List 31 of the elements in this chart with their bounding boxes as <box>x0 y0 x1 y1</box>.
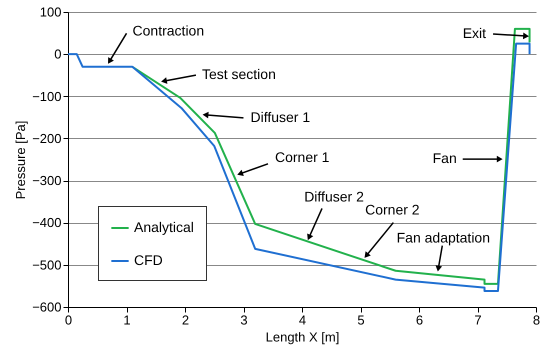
x-tick-label: 7 <box>474 312 482 328</box>
x-tick-label: 8 <box>532 312 540 328</box>
x-tick-label: 0 <box>64 312 72 328</box>
y-tick-label: −400 <box>32 215 62 230</box>
y-tick-label: −500 <box>32 257 62 272</box>
x-tick-label: 6 <box>416 312 424 328</box>
legend-label: Analytical <box>134 219 194 235</box>
x-tick-label: 4 <box>298 312 306 328</box>
x-axis-title: Length X [m] <box>266 330 340 344</box>
legend-label: CFD <box>134 252 163 268</box>
annotation: Test section <box>202 66 276 82</box>
annotation: Corner 2 <box>365 202 420 218</box>
y-tick-label: 100 <box>40 4 62 20</box>
y-axis-title: Pressure [Pa] <box>13 120 28 200</box>
x-tick-label: 1 <box>123 312 131 328</box>
y-tick-label: 0 <box>54 46 62 62</box>
annotation: Contraction <box>132 22 204 38</box>
y-tick-label: −100 <box>32 88 62 104</box>
annotation: Diffuser 2 <box>304 188 364 204</box>
annotation: Exit <box>462 25 486 42</box>
annotation: Diffuser 1 <box>250 108 310 125</box>
y-tick-label: −600 <box>32 300 62 314</box>
annotation: Fan <box>432 150 457 166</box>
line-series <box>67 42 531 292</box>
x-tick-label: 5 <box>357 312 365 328</box>
annotation: Fan adaptation <box>396 230 490 246</box>
x-tick-label: 2 <box>182 312 190 328</box>
annotation: Corner 1 <box>274 148 330 165</box>
y-tick-label: −200 <box>32 130 62 146</box>
y-tick-label: −300 <box>32 173 62 188</box>
x-tick-label: 3 <box>240 312 248 328</box>
